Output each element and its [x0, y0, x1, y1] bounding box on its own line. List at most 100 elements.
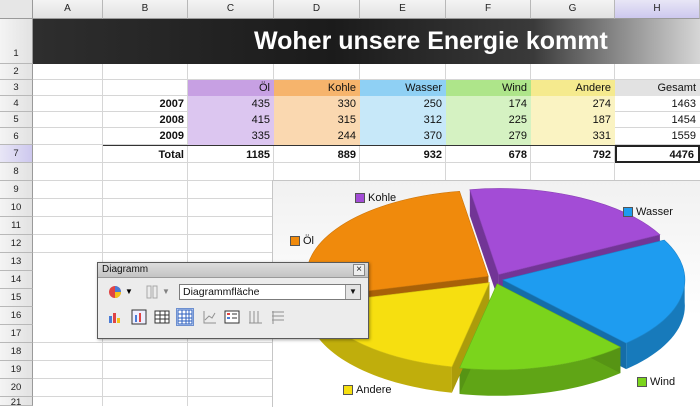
- toolbar-row-1: ▼ ▼ Diagrammfläche ▼: [98, 281, 368, 303]
- chevron-down-icon[interactable]: ▼: [345, 285, 360, 299]
- column-header-b[interactable]: B: [103, 0, 188, 19]
- row-header-20[interactable]: 20: [0, 379, 33, 397]
- format-selection-button[interactable]: [106, 308, 124, 326]
- row-header-6[interactable]: 6: [0, 128, 33, 145]
- header-andere[interactable]: Andere: [531, 80, 615, 96]
- value-cell[interactable]: 435: [188, 96, 274, 112]
- grid-button[interactable]: [176, 308, 194, 326]
- row-header-1[interactable]: 1: [0, 19, 33, 64]
- chevron-down-icon[interactable]: ▼: [125, 287, 133, 296]
- value-cell[interactable]: 330: [274, 96, 360, 112]
- sheet-title[interactable]: Woher unsere Energie kommt: [254, 27, 608, 55]
- label-kohle: Kohle: [355, 192, 396, 204]
- column-header-e[interactable]: E: [360, 0, 446, 19]
- row-header-19[interactable]: 19: [0, 361, 33, 379]
- year-cell[interactable]: 2007: [159, 98, 184, 110]
- title-banner: [33, 19, 700, 64]
- data-table-button[interactable]: [153, 308, 171, 326]
- total-row-cell[interactable]: 1559: [671, 130, 696, 142]
- column-header-d[interactable]: D: [274, 0, 360, 19]
- year-cell[interactable]: 2008: [159, 114, 184, 126]
- value-cell[interactable]: 331: [531, 128, 615, 145]
- row-header-3[interactable]: 3: [0, 80, 33, 96]
- total-cell[interactable]: 1185: [188, 145, 274, 163]
- grid-icon: [177, 309, 193, 325]
- swatch-kohle: [355, 193, 365, 204]
- column-header-f[interactable]: F: [446, 0, 531, 19]
- year-cell[interactable]: 2009: [159, 130, 184, 142]
- row-header-10[interactable]: 10: [0, 199, 33, 217]
- row-header-13[interactable]: 13: [0, 253, 33, 271]
- value-cell[interactable]: 370: [360, 128, 446, 145]
- row-header-21[interactable]: 21: [0, 397, 33, 406]
- total-cell[interactable]: 792: [531, 145, 615, 163]
- value-cell[interactable]: 225: [446, 112, 531, 128]
- bar-chart-icon: [109, 313, 120, 323]
- row-header-9[interactable]: 9: [0, 181, 33, 199]
- diagram-toolbar[interactable]: Diagramm × ▼ ▼ Diagrammfläche ▼: [97, 262, 369, 339]
- row-header-5[interactable]: 5: [0, 112, 33, 128]
- chart-type-button[interactable]: [106, 283, 124, 301]
- toolbar-title: Diagramm: [102, 264, 149, 275]
- legend-button[interactable]: [223, 308, 241, 326]
- horizontal-grid-button[interactable]: [269, 308, 287, 326]
- header-gesamt[interactable]: Gesamt: [615, 80, 700, 96]
- chevron-down-icon[interactable]: ▼: [162, 287, 170, 296]
- row-header-16[interactable]: 16: [0, 307, 33, 325]
- row-header-12[interactable]: 12: [0, 235, 33, 253]
- total-cell[interactable]: 678: [446, 145, 531, 163]
- row-header-17[interactable]: 17: [0, 325, 33, 343]
- row-header-4[interactable]: 4: [0, 96, 33, 112]
- pie-slice-wind[interactable]: [459, 283, 622, 371]
- row-header-2[interactable]: 2: [0, 64, 33, 80]
- table-icon: [154, 310, 170, 324]
- toolbar-titlebar[interactable]: Diagramm ×: [98, 263, 368, 278]
- pie-slice-wasser[interactable]: [502, 239, 686, 344]
- column-header-g[interactable]: G: [531, 0, 615, 19]
- value-cell[interactable]: 274: [531, 96, 615, 112]
- close-icon[interactable]: ×: [353, 264, 365, 276]
- total-row-cell[interactable]: 1454: [671, 114, 696, 126]
- total-row-cell[interactable]: 1463: [671, 98, 696, 110]
- column-header-a[interactable]: A: [33, 0, 103, 19]
- swatch-wasser: [623, 207, 633, 218]
- total-label[interactable]: Total: [103, 145, 188, 163]
- header-wasser[interactable]: Wasser: [360, 80, 446, 96]
- row-header-14[interactable]: 14: [0, 271, 33, 289]
- value-cell[interactable]: 279: [446, 128, 531, 145]
- swatch-wind: [637, 377, 647, 388]
- label-wind: Wind: [637, 376, 675, 388]
- value-cell[interactable]: 244: [274, 128, 360, 145]
- label-andere: Andere: [343, 384, 391, 396]
- value-cell[interactable]: 312: [360, 112, 446, 128]
- swatch-oel: [290, 236, 300, 247]
- column-header-h[interactable]: H: [615, 0, 700, 19]
- value-cell[interactable]: 187: [531, 112, 615, 128]
- chart-element-select[interactable]: Diagrammfläche ▼: [179, 284, 361, 300]
- select-all-corner[interactable]: [0, 0, 33, 19]
- header-oel[interactable]: Öl: [188, 80, 274, 96]
- value-cell[interactable]: 174: [446, 96, 531, 112]
- value-cell[interactable]: 335: [188, 128, 274, 145]
- total-cell[interactable]: 889: [274, 145, 360, 163]
- row-header-11[interactable]: 11: [0, 217, 33, 235]
- row-header-7[interactable]: 7: [0, 145, 33, 163]
- header-kohle[interactable]: Kohle: [274, 80, 360, 96]
- pie-slice-kohle[interactable]: [469, 188, 661, 275]
- total-cell[interactable]: 932: [360, 145, 446, 163]
- label-wasser: Wasser: [623, 206, 673, 218]
- vertical-grid-button[interactable]: [246, 308, 264, 326]
- column-header-c[interactable]: C: [188, 0, 274, 19]
- axis-button[interactable]: [200, 308, 218, 326]
- header-wind[interactable]: Wind: [446, 80, 531, 96]
- row-header-15[interactable]: 15: [0, 289, 33, 307]
- value-cell[interactable]: 415: [188, 112, 274, 128]
- row-header-18[interactable]: 18: [0, 343, 33, 361]
- value-cell[interactable]: 250: [360, 96, 446, 112]
- row-header-8[interactable]: 8: [0, 163, 33, 181]
- chart-area-button[interactable]: [130, 308, 148, 326]
- selected-cell-h7[interactable]: 4476: [615, 145, 700, 163]
- chart-layout-button[interactable]: [143, 283, 161, 301]
- value-cell[interactable]: 315: [274, 112, 360, 128]
